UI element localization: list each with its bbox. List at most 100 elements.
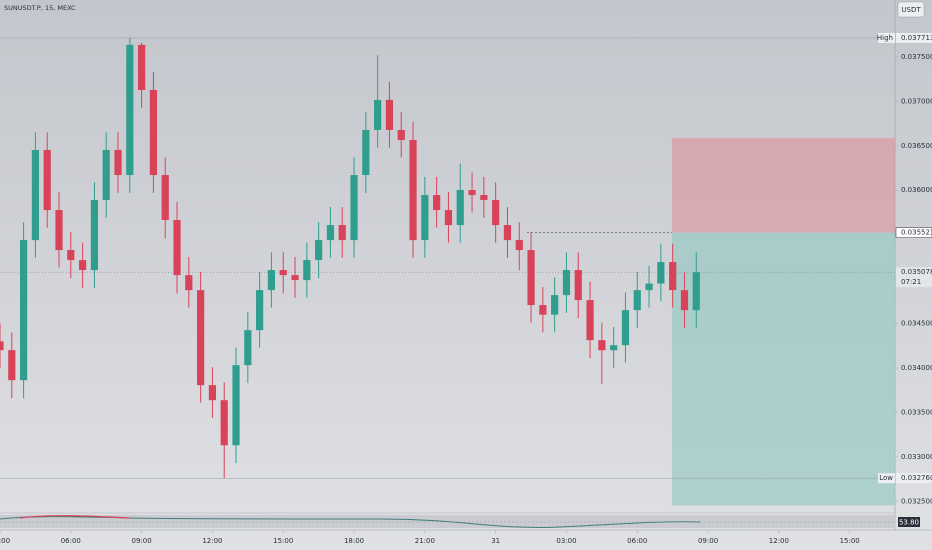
indicator-value-box bbox=[898, 517, 920, 527]
y-tick-label: 0.037500 bbox=[901, 53, 932, 61]
candle-body bbox=[397, 129, 405, 140]
candle-body bbox=[527, 250, 535, 306]
x-tick-label: 06:00 bbox=[627, 537, 647, 545]
candle-body bbox=[79, 260, 87, 271]
candle-body bbox=[586, 300, 594, 341]
candle-body bbox=[669, 262, 677, 291]
y-tick-label: 0.036500 bbox=[901, 142, 932, 150]
countdown: 07:21 bbox=[901, 278, 921, 286]
low-tag bbox=[878, 473, 895, 484]
candle-body bbox=[161, 175, 169, 220]
y-tick-label: 0.032500 bbox=[901, 497, 932, 505]
x-tick-label: 06:00 bbox=[61, 537, 81, 545]
currency-button[interactable] bbox=[897, 1, 925, 18]
x-tick-label: 31 bbox=[491, 537, 500, 545]
stop-zone bbox=[671, 137, 895, 233]
candle-body bbox=[503, 225, 512, 241]
candle-body bbox=[409, 140, 417, 241]
candle-body bbox=[492, 200, 500, 226]
low-tag-label: Low bbox=[879, 474, 893, 482]
candle-body bbox=[31, 149, 40, 241]
y-tick-label: 0.033000 bbox=[901, 453, 932, 461]
candle-body bbox=[621, 310, 630, 346]
candle-body bbox=[433, 195, 441, 211]
candle-body bbox=[256, 290, 264, 331]
candle-body bbox=[610, 345, 618, 351]
indicator-value: 53.80 bbox=[899, 519, 919, 527]
candle-body bbox=[138, 44, 146, 90]
candle-body bbox=[303, 260, 311, 281]
y-tick-label: 0.037000 bbox=[901, 97, 932, 105]
y-tick-label: 0.034000 bbox=[901, 364, 932, 372]
candle-body bbox=[444, 210, 453, 226]
candle-body bbox=[480, 195, 488, 200]
indicator-line bbox=[0, 516, 701, 529]
last-price-box bbox=[896, 267, 932, 288]
candle-body bbox=[232, 365, 240, 446]
candle-body bbox=[102, 149, 110, 200]
x-tick-label: 09:00 bbox=[698, 537, 718, 545]
candle-body bbox=[20, 240, 28, 381]
currency-button-label[interactable]: USDT bbox=[901, 6, 921, 14]
high-price: 0.037713 bbox=[901, 34, 932, 42]
entry-price: 0.035523 bbox=[901, 229, 932, 237]
candle-body bbox=[574, 270, 582, 301]
candle-body bbox=[114, 149, 122, 176]
candle-body bbox=[657, 262, 665, 284]
last-price: 0.035078 bbox=[901, 268, 932, 276]
candle-body bbox=[0, 341, 4, 351]
indicator-line bbox=[19, 515, 131, 519]
candle-body bbox=[173, 220, 181, 276]
candle-body bbox=[645, 283, 653, 291]
candle-body bbox=[279, 270, 287, 276]
candle-body bbox=[551, 295, 559, 315]
candle-body bbox=[43, 149, 51, 211]
candle-body bbox=[326, 225, 335, 241]
x-tick-label: 15:00 bbox=[840, 537, 860, 545]
candle-body bbox=[315, 240, 323, 261]
candle-body bbox=[67, 250, 75, 261]
candle-body bbox=[456, 190, 464, 226]
candle-body bbox=[126, 44, 134, 176]
candle-body bbox=[362, 129, 370, 176]
candle-body bbox=[515, 240, 523, 251]
x-tick-label: 03:00 bbox=[0, 537, 10, 545]
candle-body bbox=[185, 275, 193, 291]
x-tick-label: 03:00 bbox=[556, 537, 576, 545]
high-tag bbox=[878, 32, 895, 43]
candle-body bbox=[55, 210, 63, 251]
candle-body bbox=[421, 195, 429, 241]
low-price-box bbox=[896, 473, 932, 484]
candle-body bbox=[338, 225, 346, 241]
candle-body bbox=[244, 330, 252, 366]
candle-body bbox=[692, 272, 700, 311]
low-price: 0.032760 bbox=[901, 474, 932, 482]
entry-price-box bbox=[895, 227, 932, 238]
candle-body bbox=[539, 305, 547, 315]
x-tick-label: 12:00 bbox=[769, 537, 789, 545]
candle-body bbox=[208, 385, 217, 401]
candle-body bbox=[680, 290, 689, 311]
candle-body bbox=[149, 89, 158, 176]
candle-body bbox=[350, 175, 358, 241]
x-tick-label: 18:00 bbox=[344, 537, 364, 545]
high-price-box bbox=[896, 32, 932, 43]
candle-body bbox=[468, 190, 476, 196]
x-tick-label: 09:00 bbox=[132, 537, 152, 545]
candle-body bbox=[8, 350, 16, 381]
high-tag-label: High bbox=[877, 34, 893, 42]
candle-body bbox=[562, 270, 571, 296]
candle-body bbox=[197, 290, 205, 386]
candle-body bbox=[374, 99, 382, 130]
candle-body bbox=[291, 275, 299, 281]
x-tick-label: 12:00 bbox=[202, 537, 222, 545]
candle-body bbox=[633, 290, 641, 311]
y-tick-label: 0.036000 bbox=[901, 186, 932, 194]
candle-body bbox=[267, 270, 276, 291]
candle-body bbox=[90, 200, 99, 271]
candle-body bbox=[598, 340, 606, 351]
symbol-title: SUNUSDT.P, 15, MEXC bbox=[4, 4, 76, 12]
y-tick-label: 0.033500 bbox=[901, 408, 932, 416]
